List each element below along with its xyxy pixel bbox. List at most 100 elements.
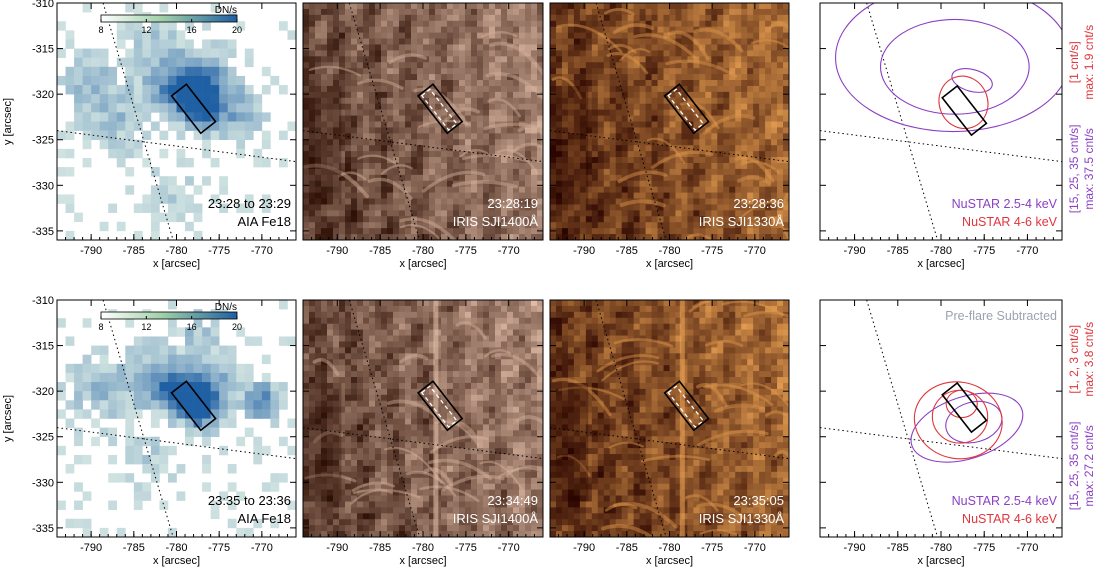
- aia-pixel: [74, 500, 83, 510]
- iris-pixel: [381, 91, 388, 99]
- iris-pixel: [489, 62, 496, 69]
- fibril: [617, 170, 668, 184]
- iris-pixel: [417, 32, 424, 39]
- iris-pixel: [675, 228, 682, 235]
- aia-pixel: [185, 203, 194, 213]
- iris-pixel: [525, 115, 532, 122]
- iris-pixel: [765, 133, 772, 140]
- iris-pixel: [327, 353, 334, 360]
- iris-pixel: [615, 80, 622, 87]
- iris-pixel: [357, 204, 364, 211]
- iris-pixel: [363, 74, 370, 81]
- iris-pixel: [393, 216, 400, 223]
- iris-pixel: [387, 454, 394, 461]
- iris-pixel: [663, 80, 670, 87]
- iris-pixel: [705, 133, 712, 140]
- iris-pixel: [351, 74, 358, 81]
- iris-pixel: [309, 347, 316, 354]
- iris-pixel: [609, 186, 617, 193]
- iris-pixel: [531, 198, 538, 205]
- aia-pixel: [82, 518, 92, 529]
- iris-pixel: [387, 91, 394, 99]
- iris-pixel: [369, 85, 376, 93]
- iris-pixel: [465, 56, 472, 63]
- fibril: [308, 65, 362, 77]
- iris-pixel: [531, 127, 538, 134]
- iris-pixel: [585, 216, 593, 223]
- iris-pixel: [561, 103, 569, 110]
- aia-pixel: [82, 130, 92, 141]
- iris-pixel: [693, 168, 700, 176]
- iris-pixel: [663, 85, 670, 93]
- iris-pixel: [705, 68, 712, 75]
- aia-pixel: [108, 391, 118, 401]
- iris-pixel: [777, 68, 784, 75]
- aia-pixel: [278, 391, 288, 401]
- iris-pixel: [615, 3, 622, 10]
- iris-pixel: [351, 353, 358, 360]
- aia-pixel: [125, 445, 135, 456]
- aia-pixel: [193, 185, 203, 195]
- iris-pixel: [339, 519, 346, 526]
- iris-pixel: [333, 121, 340, 128]
- limb-dotted-line: [820, 130, 1062, 163]
- iris-pixel: [309, 465, 316, 473]
- iris-pixel: [303, 3, 310, 10]
- iris-pixel: [579, 3, 587, 10]
- iris-pixel: [711, 216, 718, 223]
- iris-pixel: [550, 192, 557, 199]
- aia-pixel: [91, 130, 100, 141]
- iris-pixel: [363, 305, 370, 313]
- iris-pixel: [777, 168, 784, 176]
- iris-pixel: [363, 454, 370, 461]
- iris-pixel: [459, 44, 466, 51]
- iris-pixel: [723, 85, 730, 93]
- iris-pixel: [747, 133, 754, 140]
- aia-pixel: [227, 66, 237, 77]
- iris-pixel: [753, 168, 760, 176]
- iris-pixel: [783, 97, 789, 105]
- iris-pixel: [393, 311, 400, 319]
- iris-pixel: [729, 56, 736, 63]
- iris-pixel: [393, 300, 400, 307]
- x-axis-label: x [arcsec]: [646, 258, 693, 270]
- iris-pixel: [783, 50, 789, 57]
- iris-pixel: [591, 151, 599, 158]
- iris-pixel: [717, 115, 724, 122]
- iris-pixel: [345, 91, 352, 99]
- aia-pixel: [287, 500, 296, 510]
- iris-pixel: [537, 157, 543, 164]
- iris-pixel: [453, 127, 460, 134]
- iris-pixel: [303, 198, 310, 205]
- iris-pixel: [741, 127, 748, 134]
- iris-pixel: [681, 68, 688, 75]
- iris-pixel: [369, 513, 376, 520]
- aia-pixel: [150, 57, 160, 68]
- iris-pixel: [765, 91, 772, 99]
- iris-pixel: [315, 50, 322, 57]
- aia-pixel: [108, 382, 118, 392]
- iris-pixel: [681, 38, 688, 45]
- iris-pixel: [603, 85, 611, 93]
- aia-pixel: [65, 85, 75, 95]
- iris-pixel: [333, 400, 340, 407]
- iris-pixel: [333, 162, 340, 170]
- iris-pixel: [729, 222, 736, 229]
- aia-pixel: [219, 445, 229, 456]
- iris-pixel: [393, 442, 400, 449]
- iris-pixel: [417, 168, 424, 176]
- iris-pixel: [405, 210, 412, 217]
- iris-pixel: [741, 62, 748, 69]
- iris-pixel: [531, 216, 538, 223]
- iris-pixel: [669, 204, 676, 211]
- iris-pixel: [693, 228, 700, 235]
- colorbar-tick-label: 8: [98, 25, 103, 35]
- iris-pixel: [441, 14, 448, 22]
- iris-pixel: [363, 347, 370, 354]
- iris-pixel: [357, 121, 364, 128]
- iris-pixel: [609, 228, 617, 235]
- iris-pixel: [591, 180, 599, 187]
- iris-pixel: [513, 198, 520, 205]
- iris-pixel: [567, 109, 575, 116]
- iris-pixel: [489, 210, 496, 217]
